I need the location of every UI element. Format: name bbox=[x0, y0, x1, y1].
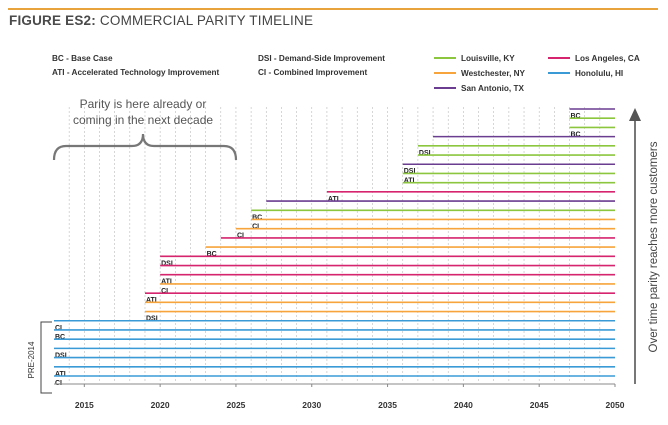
abbreviation-text: BC - Base Case bbox=[52, 54, 113, 63]
annotation-bracket: Parity is here already or coming in the n… bbox=[52, 97, 238, 161]
bar-label: BC bbox=[55, 334, 65, 341]
figure-title: FIGURE ES2: COMMERCIAL PARITY TIMELINE bbox=[9, 13, 313, 28]
bar-label: DSI bbox=[55, 352, 67, 359]
bar-label: BC bbox=[207, 251, 217, 258]
bar-label: ATI bbox=[55, 371, 66, 378]
abbreviation-text: ATI - Accelerated Technology Improvement bbox=[52, 68, 220, 77]
annotation-line-1: Parity is here already or bbox=[80, 97, 207, 111]
pre-2014-bracket bbox=[40, 321, 52, 394]
bar-label: CI bbox=[161, 288, 168, 295]
bar-label: DSI bbox=[404, 168, 416, 175]
bar-label: CI bbox=[237, 233, 244, 240]
x-tick-label: 2020 bbox=[151, 400, 170, 410]
bar-label: ATI bbox=[146, 297, 157, 304]
legend-label: San Antonio, TX bbox=[461, 84, 524, 93]
legend-label: Honolulu, HI bbox=[575, 69, 623, 78]
grid-lines bbox=[68, 107, 601, 383]
bars: BC BC DSI DSI ATI ATI BC CI CI BC DSI ATI CI ATI DSI CI… bbox=[54, 108, 615, 387]
abbreviation-text: DSI - Demand-Side Improvement bbox=[258, 54, 385, 63]
side-label: Over time parity reaches more customers bbox=[648, 141, 660, 352]
x-tick-label: 2040 bbox=[454, 400, 473, 410]
bar-label: DSI bbox=[146, 316, 158, 323]
pre-2014-group: PRE-2014 bbox=[27, 321, 52, 394]
bar-label: ATI bbox=[161, 279, 172, 286]
legend-label: Westchester, NY bbox=[461, 69, 526, 78]
x-axis: 2015 2020 2025 2030 2035 2040 2045 2050 bbox=[54, 383, 625, 410]
abbreviation-text: CI - Combined Improvement bbox=[258, 68, 367, 77]
bar-label: ATI bbox=[404, 177, 415, 184]
bar-label: DSI bbox=[419, 150, 431, 157]
bar-label: BC bbox=[252, 214, 262, 221]
bracket-path bbox=[52, 133, 238, 161]
legend-label: Louisville, KY bbox=[461, 54, 515, 63]
bar-label: BC bbox=[571, 113, 581, 120]
title-rule bbox=[8, 8, 658, 10]
x-tick-label: 2045 bbox=[530, 400, 549, 410]
x-tick-label: 2030 bbox=[302, 400, 321, 410]
bar-label: CI bbox=[252, 223, 259, 230]
x-tick-label: 2025 bbox=[226, 400, 245, 410]
legend-label: Los Angeles, CA bbox=[575, 54, 640, 63]
x-tick-label: 2050 bbox=[606, 400, 625, 410]
bar-label: BC bbox=[571, 131, 581, 138]
bar-label: DSI bbox=[161, 260, 173, 267]
annotation-line-2: coming in the next decade bbox=[73, 113, 213, 127]
x-tick-label: 2015 bbox=[75, 400, 94, 410]
x-tick-label: 2035 bbox=[378, 400, 397, 410]
abbreviation-legend: BC - Base Case ATI - Accelerated Technolo… bbox=[52, 54, 385, 77]
figure-title-text: COMMERCIAL PARITY TIMELINE bbox=[99, 13, 314, 28]
pre-2014-label: PRE-2014 bbox=[27, 341, 36, 378]
side-arrow-head bbox=[629, 108, 641, 121]
bar-label: CI bbox=[55, 325, 62, 332]
bar-label: ATI bbox=[328, 196, 339, 203]
figure-label: FIGURE ES2: bbox=[9, 13, 96, 28]
side-annotation: Over time parity reaches more customers bbox=[629, 108, 660, 384]
city-legend: Louisville, KY Westchester, NY San Antonio… bbox=[434, 54, 640, 93]
